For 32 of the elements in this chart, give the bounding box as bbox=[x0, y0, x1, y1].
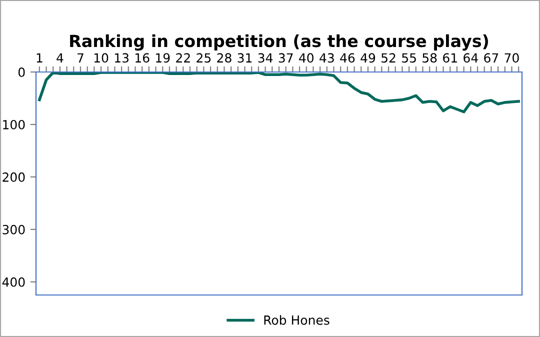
y-tick-label: 300 bbox=[2, 224, 25, 234]
x-tick-label: 64 bbox=[464, 53, 478, 63]
x-tick-label: 4 bbox=[56, 53, 64, 62]
x-tick-label: 1 bbox=[36, 53, 42, 62]
y-tick-label: 200 bbox=[2, 172, 25, 182]
x-tick-label: 34 bbox=[258, 53, 273, 63]
x-tick-label: 37 bbox=[278, 53, 293, 63]
x-tick-label: 58 bbox=[422, 53, 437, 63]
y-tick-label: 0 bbox=[18, 67, 25, 77]
x-tick-label: 52 bbox=[382, 53, 396, 63]
x-tick-label: 22 bbox=[176, 53, 190, 62]
x-tick-label: 25 bbox=[196, 53, 211, 63]
x-tick-label: 7 bbox=[78, 53, 84, 62]
x-tick-label: 31 bbox=[238, 53, 252, 63]
x-tick-label: 10 bbox=[94, 53, 108, 63]
x-tick-label: 43 bbox=[320, 53, 334, 63]
x-tick-label: 67 bbox=[484, 53, 498, 63]
x-tick-label: 28 bbox=[217, 53, 232, 63]
x-tick-label: 49 bbox=[360, 53, 376, 63]
x-tick-label: 55 bbox=[402, 53, 416, 63]
x-tick-label: 70 bbox=[504, 53, 519, 63]
y-tick-label: 400 bbox=[2, 277, 25, 287]
x-tick-label: 16 bbox=[136, 53, 150, 63]
x-tick-label: 46 bbox=[340, 53, 355, 63]
x-tick-label: 19 bbox=[156, 53, 170, 63]
x-tick-label: 61 bbox=[443, 53, 457, 63]
y-tick-label: 100 bbox=[3, 120, 25, 130]
line-series bbox=[38, 72, 520, 114]
x-tick-label: 40 bbox=[299, 53, 314, 63]
chart-title: Ranking in competition (as the course plays) bbox=[70, 34, 488, 51]
x-tick-label: 13 bbox=[114, 53, 129, 63]
legend-label: Rob Hones bbox=[264, 315, 330, 325]
